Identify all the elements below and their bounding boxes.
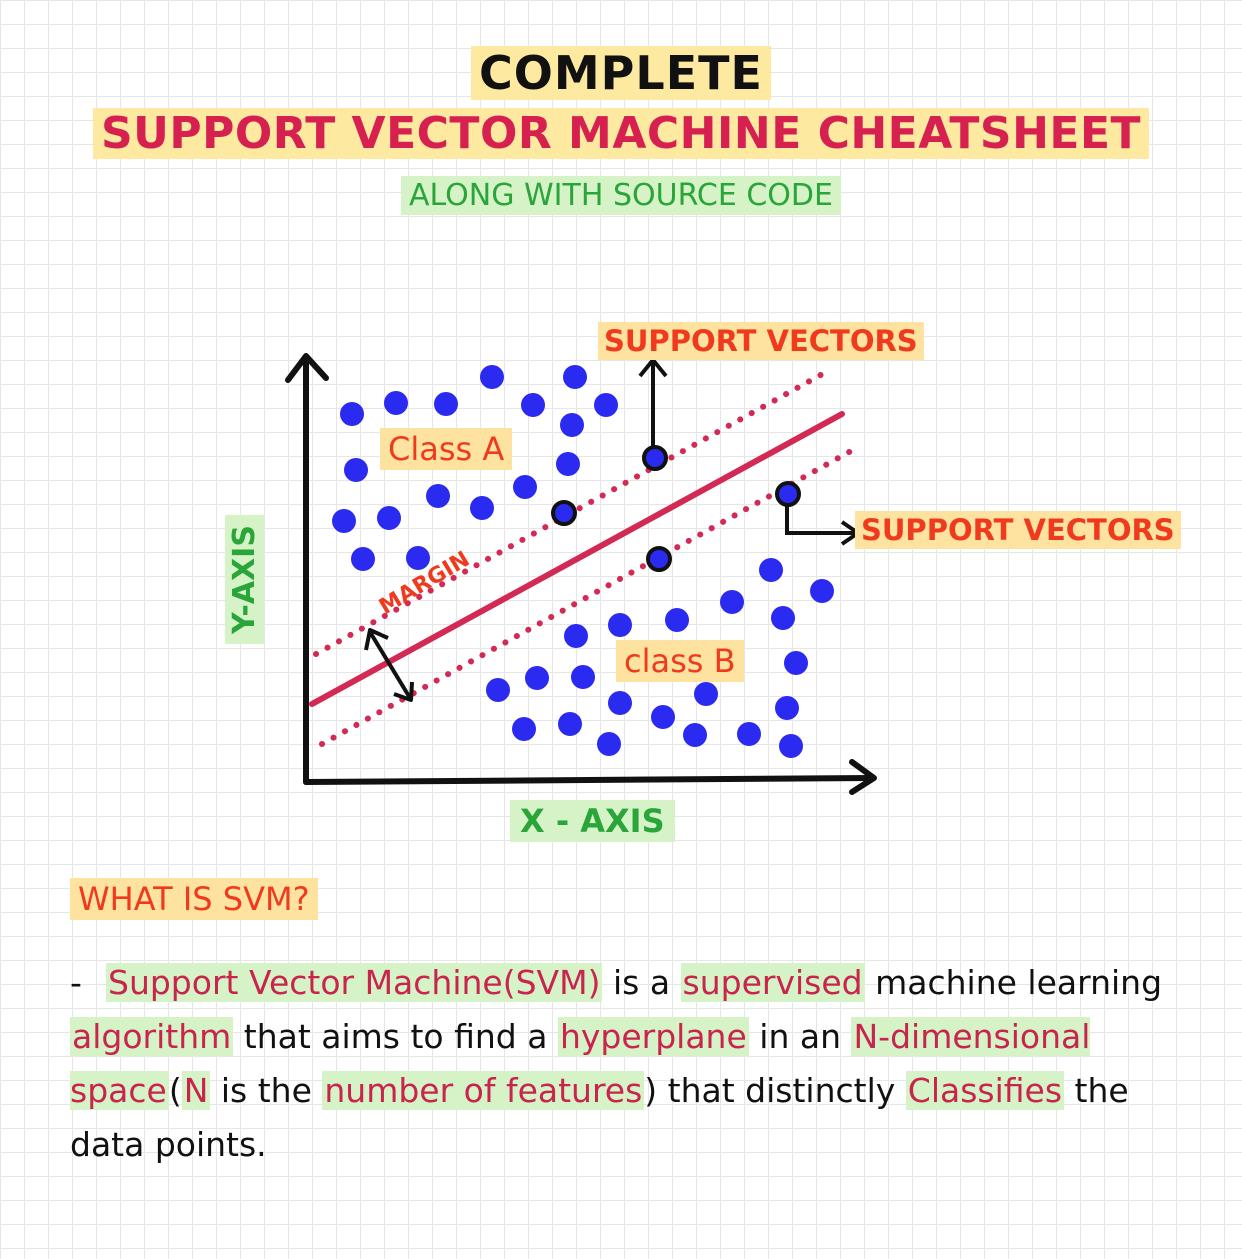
definition-text: is a	[602, 963, 681, 1002]
definition-text: machine learning	[864, 963, 1163, 1002]
data-point	[608, 691, 632, 715]
y-axis-arrowhead	[285, 353, 329, 383]
margin-arrow	[368, 630, 412, 700]
data-point	[560, 413, 584, 437]
data-point	[779, 734, 803, 758]
data-point	[563, 365, 587, 389]
data-point	[651, 705, 675, 729]
page-subtitle: ALONG WITH SOURCE CODE	[0, 176, 1242, 215]
data-point	[525, 666, 549, 690]
bullet-dash: -	[70, 963, 82, 1002]
data-point	[351, 547, 375, 571]
section-heading: WHAT IS SVM?	[70, 878, 318, 920]
data-point	[426, 484, 450, 508]
data-point	[377, 506, 401, 530]
highlighted-term: algorithm	[70, 1017, 234, 1056]
highlighted-term: hyperplane	[557, 1017, 749, 1056]
support-vectors-label-right: SUPPORT VECTORS	[855, 511, 1181, 549]
data-point	[470, 496, 494, 520]
data-point	[558, 712, 582, 736]
data-point	[434, 392, 458, 416]
data-point	[720, 590, 744, 614]
support-vector-point	[551, 500, 577, 526]
data-point	[480, 365, 504, 389]
definition-text: ) that distinctly	[644, 1071, 906, 1110]
margin-arrowhead-bottom	[393, 681, 414, 702]
support-vector-top-arrowhead	[638, 358, 668, 378]
class-b-points	[486, 558, 834, 758]
data-point	[486, 678, 510, 702]
definition-text: is the	[210, 1071, 323, 1110]
y-axis-label: Y-AXIS	[224, 515, 264, 644]
definition-text: in an	[748, 1017, 852, 1056]
support-vector-points	[551, 445, 801, 572]
data-point	[594, 393, 618, 417]
highlighted-term: N	[181, 1071, 211, 1110]
definition-text: (	[168, 1071, 182, 1110]
data-point	[810, 579, 834, 603]
data-point	[784, 651, 808, 675]
definition-text: that aims to find a	[233, 1017, 558, 1056]
data-point	[694, 682, 718, 706]
class-a-label: Class A	[380, 428, 513, 470]
highlighted-term: Support Vector Machine(SVM)	[106, 963, 603, 1002]
highlighted-term: number of features	[322, 1071, 645, 1110]
upper-margin-line	[313, 369, 829, 657]
support-vector-point	[642, 445, 668, 471]
page-subtitle-text: ALONG WITH SOURCE CODE	[401, 176, 841, 215]
title-complete-text: COMPLETE	[471, 46, 771, 100]
highlighted-term: supervised	[680, 963, 865, 1002]
hyperplane-line	[309, 411, 845, 707]
x-axis-arrowhead	[849, 759, 877, 795]
x-axis-line	[303, 775, 875, 785]
data-point	[384, 391, 408, 415]
data-point	[665, 608, 689, 632]
support-vector-point	[646, 546, 672, 572]
data-point	[344, 458, 368, 482]
data-point	[759, 558, 783, 582]
data-point	[513, 475, 537, 499]
data-point	[406, 546, 430, 570]
data-point	[771, 606, 795, 630]
data-point	[521, 393, 545, 417]
data-point	[571, 665, 595, 689]
data-point	[332, 509, 356, 533]
data-point	[340, 402, 364, 426]
page-title-text: SUPPORT VECTOR MACHINE CHEATSHEET	[92, 108, 1150, 159]
support-vector-right-arrow	[785, 496, 856, 535]
definition-text: the data points.	[70, 1071, 1129, 1164]
page-title: SUPPORT VECTOR MACHINE CHEATSHEET	[0, 108, 1242, 159]
data-point	[556, 452, 580, 476]
class-b-label: class B	[616, 640, 744, 682]
data-point	[775, 696, 799, 720]
title-complete: COMPLETE	[0, 46, 1242, 100]
data-point	[737, 722, 761, 746]
class-a-points	[332, 365, 618, 571]
x-axis-label: X - AXIS	[510, 800, 675, 842]
data-point	[608, 613, 632, 637]
svm-definition: - Support Vector Machine(SVM) is a superv…	[70, 956, 1180, 1172]
data-point	[564, 624, 588, 648]
highlighted-term: Classifies	[905, 1071, 1065, 1110]
data-point	[512, 717, 536, 741]
support-vector-point	[775, 481, 801, 507]
support-vectors-label-top: SUPPORT VECTORS	[598, 322, 924, 360]
data-point	[597, 732, 621, 756]
data-point	[683, 723, 707, 747]
margin-arrowhead-top	[364, 628, 389, 651]
